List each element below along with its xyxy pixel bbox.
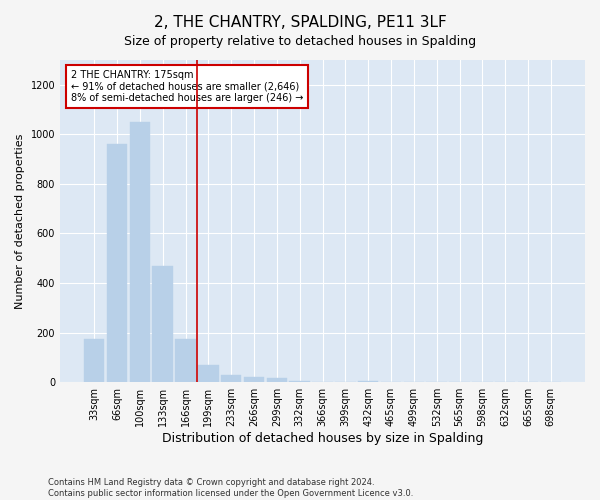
Bar	[130, 122, 150, 382]
Bar	[107, 144, 127, 382]
Text: Size of property relative to detached houses in Spalding: Size of property relative to detached ho…	[124, 35, 476, 48]
Bar	[358, 381, 379, 382]
Text: 2 THE CHANTRY: 175sqm
← 91% of detached houses are smaller (2,646)
8% of semi-de: 2 THE CHANTRY: 175sqm ← 91% of detached …	[71, 70, 303, 103]
Text: Contains HM Land Registry data © Crown copyright and database right 2024.
Contai: Contains HM Land Registry data © Crown c…	[48, 478, 413, 498]
Bar	[198, 365, 218, 382]
Bar	[266, 378, 287, 382]
Y-axis label: Number of detached properties: Number of detached properties	[15, 134, 25, 309]
Bar	[152, 266, 173, 382]
Bar	[221, 375, 241, 382]
Text: 2, THE CHANTRY, SPALDING, PE11 3LF: 2, THE CHANTRY, SPALDING, PE11 3LF	[154, 15, 446, 30]
X-axis label: Distribution of detached houses by size in Spalding: Distribution of detached houses by size …	[162, 432, 483, 445]
Bar	[244, 378, 264, 382]
Bar	[175, 339, 196, 382]
Bar	[289, 381, 310, 382]
Bar	[84, 339, 104, 382]
